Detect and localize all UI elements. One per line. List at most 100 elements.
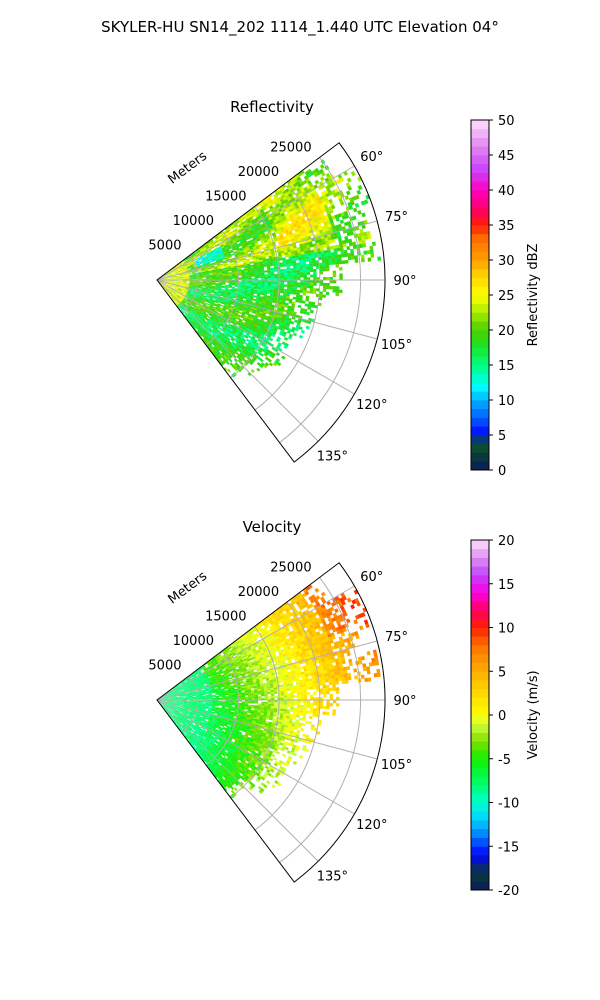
data-cell: [348, 197, 354, 203]
data-cell: [248, 209, 253, 214]
data-cell: [282, 297, 287, 301]
data-cell: [246, 224, 251, 228]
data-cell: [200, 294, 204, 296]
data-cell: [295, 222, 301, 227]
data-cell: [208, 287, 212, 289]
data-cell: [247, 219, 252, 224]
data-cell: [230, 321, 235, 325]
data-cell: [337, 234, 342, 239]
data-cell: [231, 286, 235, 289]
data-cell: [236, 296, 240, 300]
data-cell: [323, 221, 328, 226]
data-cell: [218, 300, 223, 303]
data-cell: [182, 274, 186, 276]
data-cell: [243, 261, 247, 264]
data-cell: [231, 301, 236, 304]
data-cell: [212, 299, 216, 302]
data-cell: [299, 232, 304, 237]
data-cell: [263, 364, 268, 369]
data-cell: [211, 300, 216, 303]
data-cell: [225, 301, 229, 304]
data-cell: [227, 303, 232, 306]
data-cell: [216, 306, 220, 309]
data-cell: [192, 303, 196, 306]
data-cell: [212, 243, 216, 247]
data-cell: [179, 277, 184, 279]
data-cell: [198, 258, 202, 261]
data-cell: [201, 311, 206, 315]
data-cell: [316, 265, 320, 269]
data-cell: [307, 303, 312, 308]
data-cell: [253, 291, 258, 295]
data-cell: [192, 285, 196, 287]
data-cell: [334, 257, 339, 262]
data-cell: [183, 291, 187, 294]
data-cell: [252, 319, 257, 323]
data-cell: [218, 308, 223, 312]
data-cell: [289, 310, 294, 314]
data-cell: [253, 224, 258, 229]
data-cell: [171, 293, 174, 296]
data-cell: [319, 265, 323, 269]
data-cell: [300, 226, 305, 231]
data-cell: [161, 284, 165, 287]
data-cell: [231, 273, 236, 275]
data-cell: [238, 285, 242, 288]
data-cell: [240, 251, 245, 255]
colorbar-tick-label: 0: [498, 464, 506, 479]
data-cell: [296, 262, 300, 266]
data-cell: [226, 296, 231, 299]
colorbar-segment: [471, 286, 489, 296]
data-cell: [319, 164, 325, 169]
data-cell: [172, 283, 177, 285]
data-cell: [225, 308, 230, 311]
colorbar-segment: [471, 207, 489, 217]
data-cell: [295, 257, 300, 261]
data-cell: [169, 281, 174, 283]
data-cell: [212, 282, 216, 285]
data-cell: [329, 286, 333, 290]
data-cell: [195, 314, 199, 318]
data-cell: [245, 345, 250, 349]
data-cell: [218, 287, 222, 290]
data-cell: [182, 276, 187, 278]
data-cell: [271, 215, 276, 219]
data-cell: [199, 320, 203, 324]
data-cell: [253, 239, 258, 243]
data-cell: [218, 281, 223, 283]
data-cell: [180, 291, 184, 294]
data-cell: [203, 255, 208, 258]
data-cell: [167, 271, 171, 274]
data-cell: [197, 293, 201, 295]
data-cell: [332, 286, 337, 290]
data-cell: [259, 335, 264, 339]
data-cell: [214, 267, 218, 269]
data-cell: [166, 281, 170, 283]
data-cell: [360, 235, 365, 241]
data-cell: [226, 343, 230, 347]
data-cell: [215, 236, 220, 240]
data-cell: [267, 289, 271, 292]
data-cell: [251, 234, 256, 238]
data-cell: [179, 277, 184, 278]
data-cell: [290, 272, 294, 276]
data-cell: [201, 317, 205, 321]
data-cell: [195, 253, 199, 256]
data-cell: [198, 272, 203, 274]
data-cell: [205, 280, 210, 282]
colorbar-tick-label: 5: [498, 429, 506, 444]
data-cell: [214, 269, 219, 271]
data-cell: [226, 305, 231, 309]
data-cell: [280, 284, 285, 287]
data-cell: [208, 307, 212, 311]
data-cell: [218, 257, 223, 260]
data-cell: [217, 264, 221, 267]
data-cell: [254, 285, 258, 288]
data-cell: [205, 275, 210, 277]
data-cell: [214, 291, 218, 293]
data-cell: [192, 284, 196, 286]
colorbar-tick-label: 20: [498, 324, 515, 339]
data-cell: [303, 222, 308, 227]
data-cell: [253, 338, 258, 343]
data-cell: [231, 310, 236, 314]
